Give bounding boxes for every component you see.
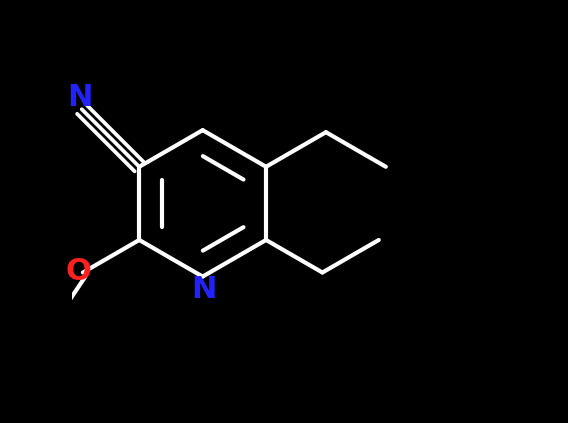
- Text: N: N: [191, 275, 216, 305]
- Text: O: O: [65, 257, 91, 286]
- Text: N: N: [67, 83, 93, 113]
